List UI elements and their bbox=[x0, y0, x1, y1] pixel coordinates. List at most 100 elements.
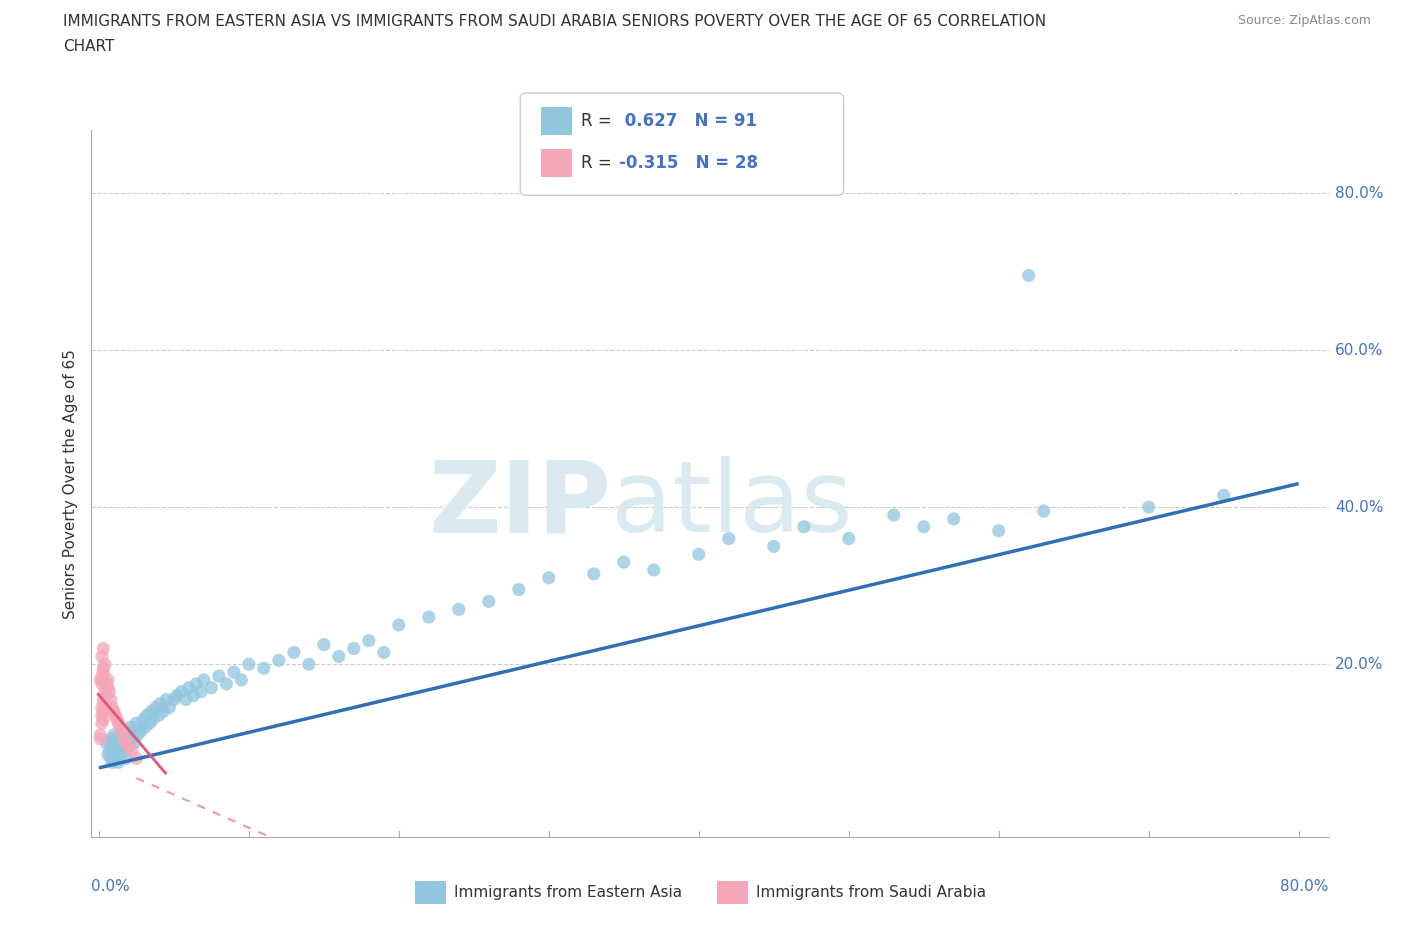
Point bbox=[89, 727, 111, 742]
Text: -0.315   N = 28: -0.315 N = 28 bbox=[619, 153, 758, 172]
Point bbox=[208, 669, 231, 684]
Point bbox=[148, 708, 170, 723]
Point bbox=[108, 736, 131, 751]
Point bbox=[118, 739, 141, 754]
Point bbox=[90, 676, 112, 691]
Point bbox=[129, 724, 152, 738]
Point bbox=[100, 751, 122, 766]
Point bbox=[987, 524, 1010, 538]
Point bbox=[357, 633, 380, 648]
Point bbox=[912, 519, 935, 534]
Point bbox=[267, 653, 290, 668]
Point bbox=[142, 711, 165, 726]
Text: 20.0%: 20.0% bbox=[1334, 657, 1384, 671]
Point bbox=[90, 669, 112, 684]
Point bbox=[125, 751, 148, 766]
Point bbox=[166, 688, 188, 703]
Point bbox=[98, 684, 121, 699]
Point bbox=[107, 716, 129, 731]
Point bbox=[96, 688, 118, 703]
Point bbox=[688, 547, 710, 562]
Text: 0.627   N = 91: 0.627 N = 91 bbox=[619, 112, 756, 130]
Point bbox=[373, 645, 395, 660]
Point bbox=[112, 743, 135, 758]
Point bbox=[643, 563, 665, 578]
Point bbox=[1032, 504, 1054, 519]
Point bbox=[93, 641, 115, 656]
Point bbox=[115, 751, 138, 766]
Point bbox=[107, 755, 129, 770]
Point bbox=[183, 688, 205, 703]
Point bbox=[127, 727, 149, 742]
Point bbox=[98, 743, 121, 758]
Point bbox=[110, 724, 132, 738]
Point bbox=[141, 704, 163, 719]
Point bbox=[149, 696, 172, 711]
Point bbox=[97, 672, 120, 687]
Point bbox=[762, 539, 785, 554]
Point bbox=[115, 736, 138, 751]
Point bbox=[104, 708, 127, 723]
Point bbox=[537, 570, 560, 585]
Point bbox=[90, 649, 112, 664]
Text: 0.0%: 0.0% bbox=[91, 880, 131, 895]
Point bbox=[111, 739, 134, 754]
Point bbox=[174, 692, 197, 707]
Point bbox=[90, 700, 112, 715]
Point bbox=[122, 724, 145, 738]
Point bbox=[793, 519, 815, 534]
Point bbox=[101, 731, 124, 746]
Point bbox=[105, 747, 128, 762]
Y-axis label: Seniors Poverty Over the Age of 65: Seniors Poverty Over the Age of 65 bbox=[62, 349, 77, 618]
Text: Source: ZipAtlas.com: Source: ZipAtlas.com bbox=[1237, 14, 1371, 27]
Point bbox=[135, 708, 157, 723]
Point bbox=[90, 716, 112, 731]
Point bbox=[93, 660, 115, 675]
Point bbox=[103, 704, 125, 719]
Point bbox=[103, 727, 125, 742]
Text: 80.0%: 80.0% bbox=[1281, 880, 1329, 895]
Point bbox=[103, 743, 125, 758]
Point bbox=[231, 672, 253, 687]
Point bbox=[124, 736, 146, 751]
Point bbox=[152, 704, 174, 719]
Point bbox=[89, 731, 111, 746]
Point bbox=[101, 755, 124, 770]
Point bbox=[717, 531, 740, 546]
Point bbox=[1212, 488, 1234, 503]
Point bbox=[418, 610, 440, 625]
Point bbox=[121, 743, 143, 758]
Point bbox=[96, 676, 118, 691]
Text: ZIP: ZIP bbox=[429, 457, 612, 553]
Point bbox=[132, 711, 155, 726]
Point bbox=[105, 736, 128, 751]
Point bbox=[89, 672, 111, 687]
Point bbox=[94, 684, 117, 699]
Point bbox=[478, 594, 501, 609]
Point bbox=[1137, 499, 1160, 514]
Text: IMMIGRANTS FROM EASTERN ASIA VS IMMIGRANTS FROM SAUDI ARABIA SENIORS POVERTY OVE: IMMIGRANTS FROM EASTERN ASIA VS IMMIGRAN… bbox=[63, 14, 1046, 29]
Point bbox=[328, 649, 350, 664]
Point bbox=[508, 582, 530, 597]
Point bbox=[157, 700, 180, 715]
Point bbox=[94, 696, 117, 711]
Point bbox=[298, 657, 321, 671]
Text: 60.0%: 60.0% bbox=[1334, 342, 1384, 358]
Point bbox=[1018, 268, 1040, 283]
Point bbox=[93, 665, 115, 680]
Point bbox=[883, 508, 905, 523]
Point bbox=[139, 716, 162, 731]
Point bbox=[118, 739, 141, 754]
Point bbox=[112, 731, 135, 746]
Point bbox=[186, 676, 208, 691]
Point bbox=[200, 681, 222, 696]
Point bbox=[253, 660, 276, 675]
Point bbox=[90, 708, 112, 723]
Point bbox=[110, 727, 132, 742]
Point bbox=[115, 736, 138, 751]
Point bbox=[155, 692, 177, 707]
Point bbox=[112, 731, 135, 746]
Point bbox=[170, 684, 193, 699]
Point bbox=[107, 743, 129, 758]
Point bbox=[283, 645, 305, 660]
